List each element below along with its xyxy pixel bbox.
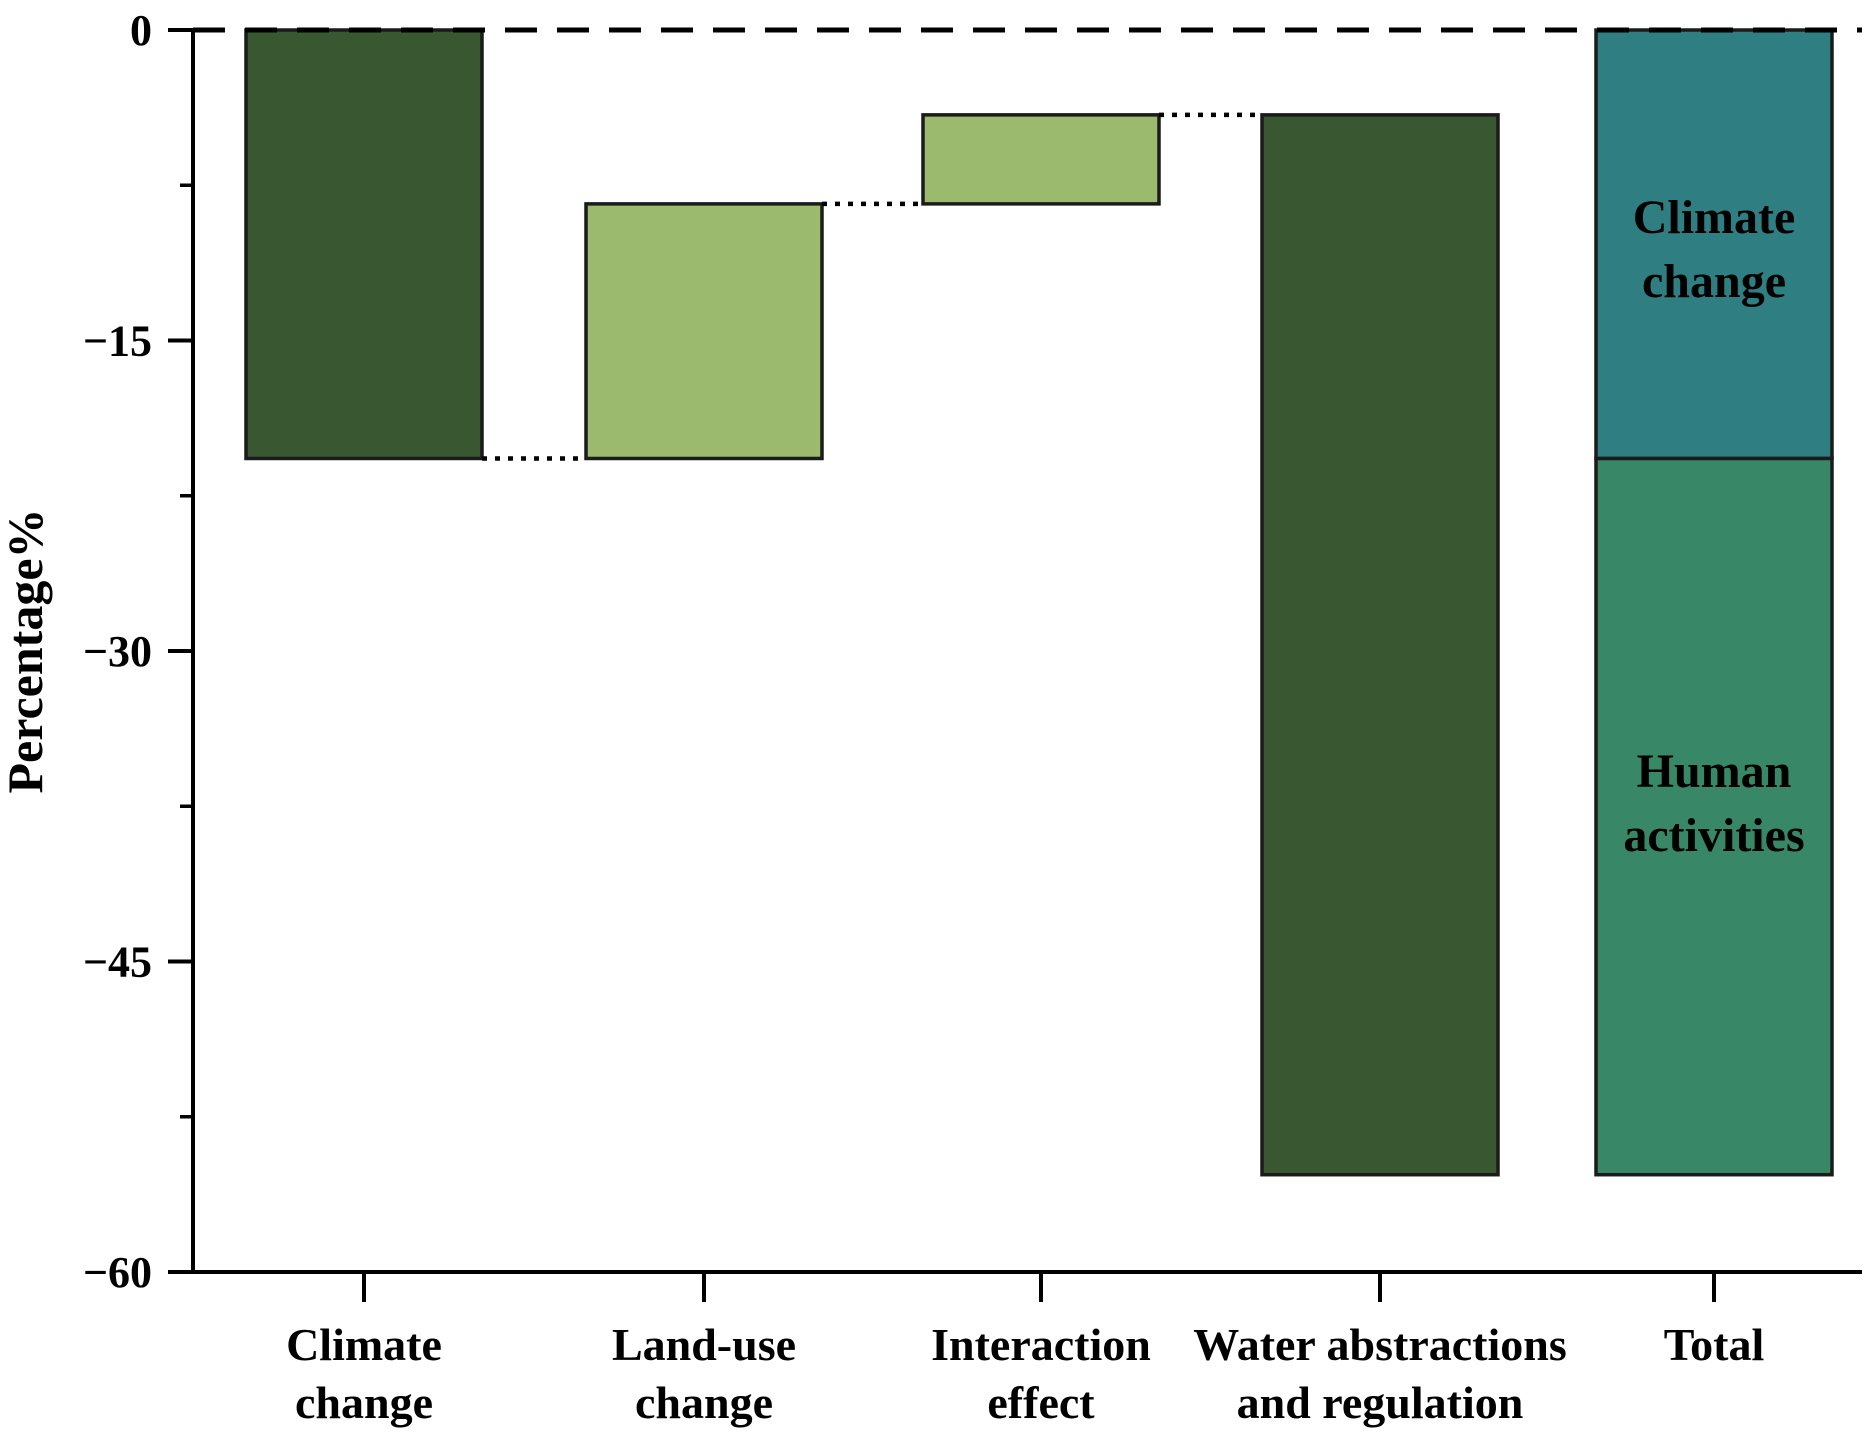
connectors-layer	[482, 112, 1262, 461]
bar-water-abstractions-and-regulation	[1260, 113, 1500, 1177]
axes-layer	[168, 28, 1862, 1302]
segment-label-climate-change: Climate change	[1633, 191, 1796, 308]
bar-climate-change	[1594, 28, 1834, 461]
bar-land-use-change	[584, 202, 824, 461]
labels-layer: Climate change Human activities 0 −15 −30 −45 −6…	[83, 6, 1805, 1428]
x-category-label-total: Total	[1664, 1319, 1765, 1370]
bar-climate-change	[244, 28, 484, 461]
y-tick-label: 0	[130, 6, 152, 55]
bars-layer	[244, 28, 1834, 1177]
bar-human-activities	[1594, 456, 1834, 1177]
y-tick-label: −45	[83, 938, 152, 987]
x-category-label-climate-change: Climate change	[286, 1319, 442, 1428]
x-category-label-interaction-effect: Interaction effect	[931, 1319, 1151, 1428]
y-tick-label: −30	[83, 627, 152, 676]
y-tick-label: −60	[83, 1248, 152, 1297]
bar-interaction-effect	[921, 113, 1161, 206]
segment-label-human-activities: Human activities	[1623, 745, 1804, 862]
x-category-label-water-abstractions-and-regulation: Water abstractions and regulation	[1193, 1319, 1567, 1428]
x-category-label-land-use-change: Land-use change	[612, 1319, 796, 1428]
y-axis-title: Percentage%	[0, 508, 53, 793]
y-tick-label: −15	[83, 317, 152, 366]
